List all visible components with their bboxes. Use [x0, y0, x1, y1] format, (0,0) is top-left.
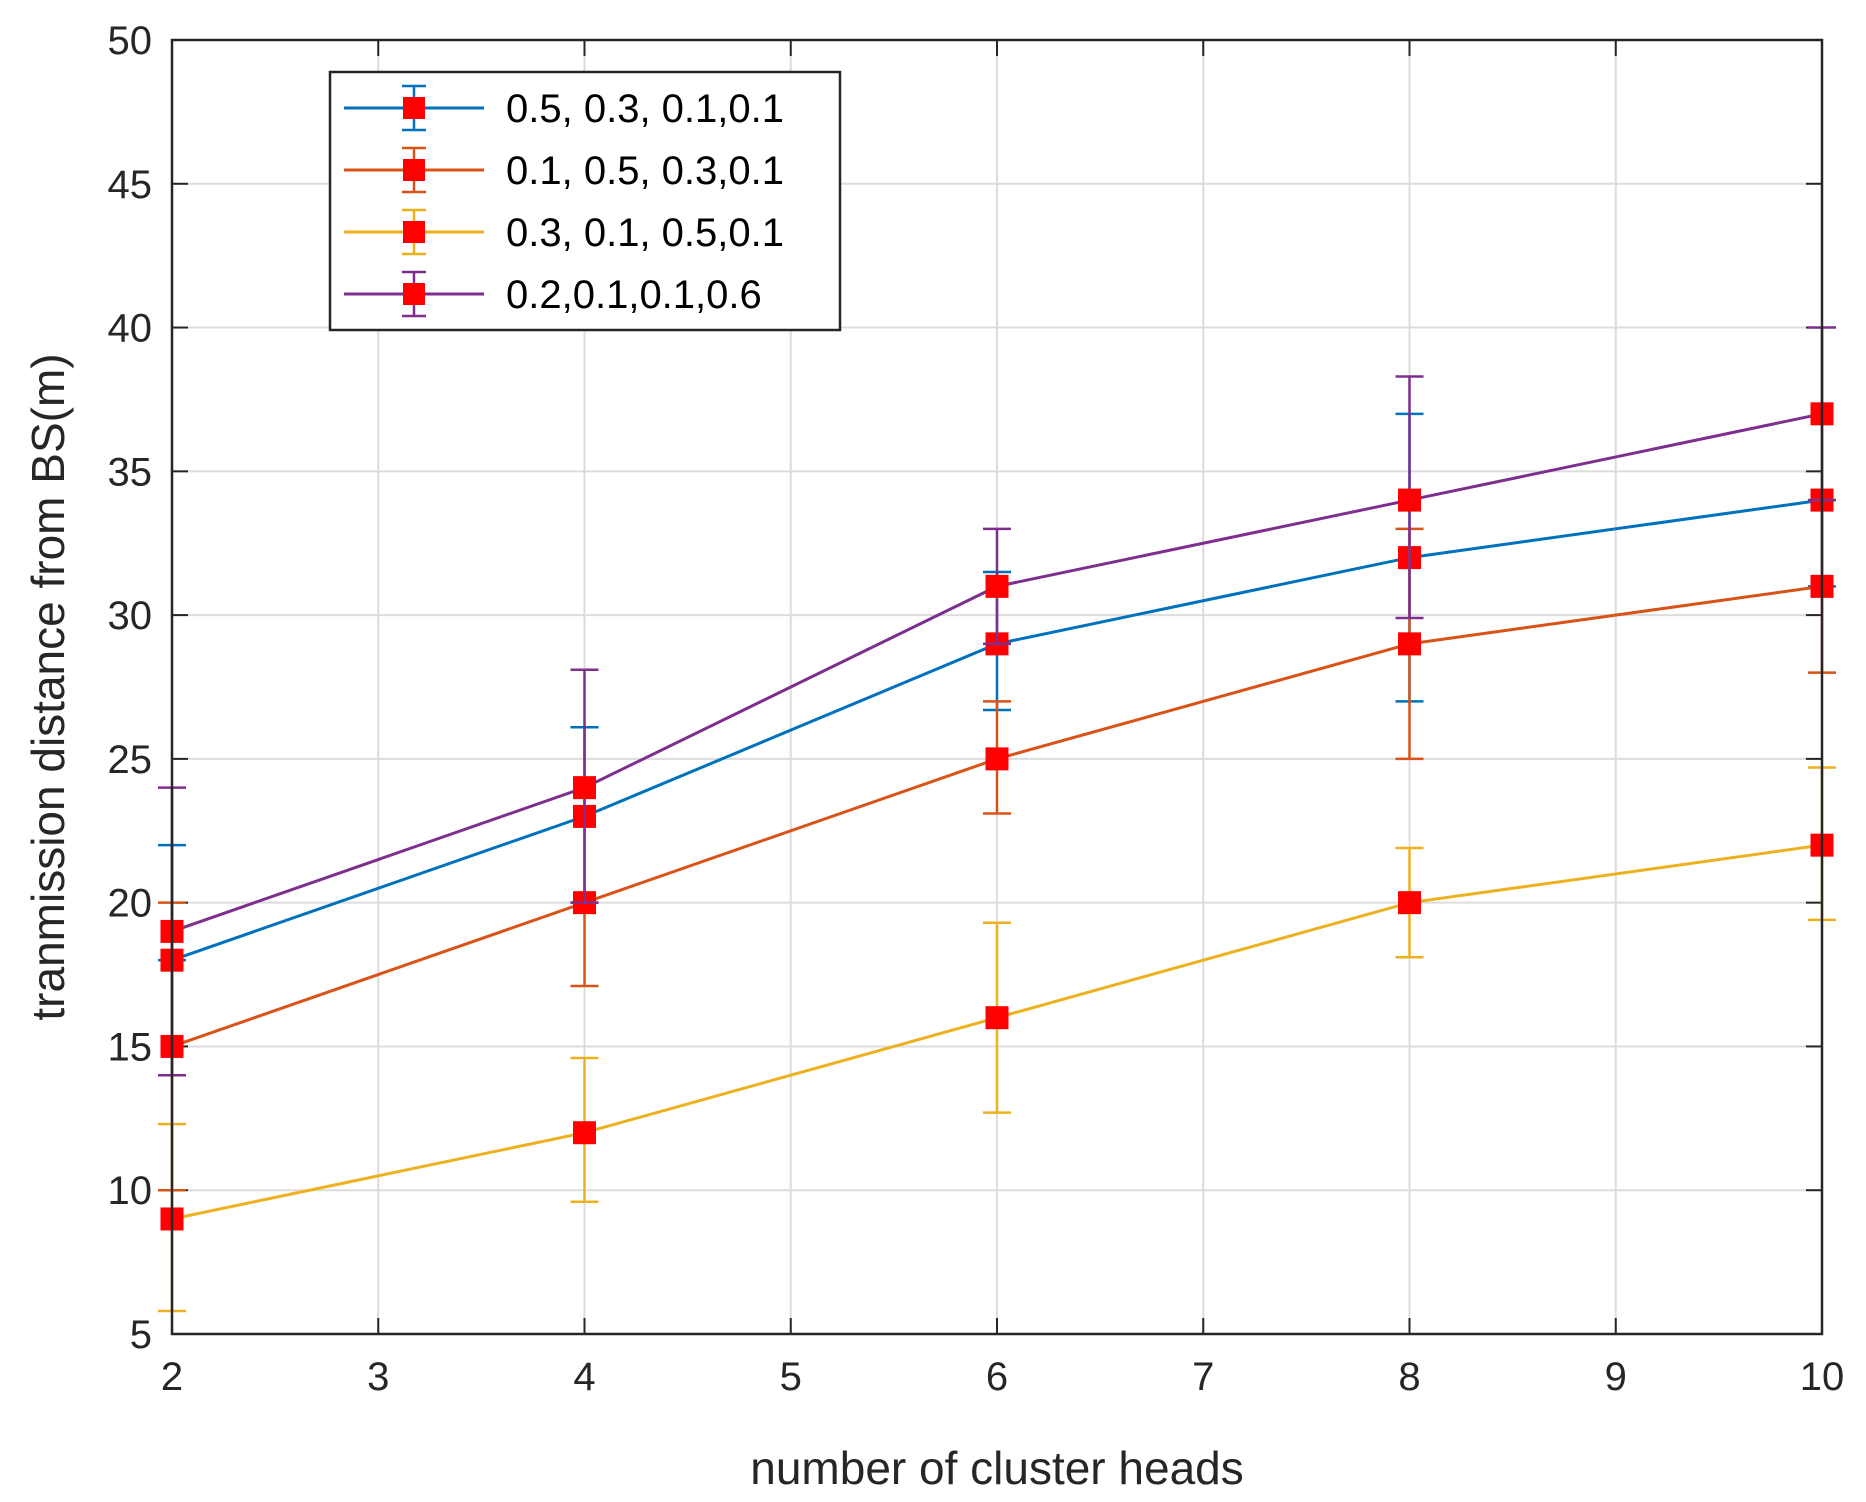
- y-axis-title: tranmission distance from BS(m): [22, 353, 74, 1020]
- data-point: [985, 747, 1009, 771]
- y-tick-label: 50: [108, 19, 153, 63]
- data-point: [985, 574, 1009, 598]
- data-point: [573, 1121, 596, 1145]
- legend-marker: [403, 221, 425, 243]
- plot-frame: [170, 38, 1824, 1336]
- data-point: [985, 1006, 1009, 1030]
- x-tick-label: 9: [1605, 1355, 1627, 1399]
- data-point: [1398, 488, 1421, 512]
- legend[interactable]: 0.5, 0.3, 0.1,0.1 0.1, 0.5, 0.3,0.1 0.3, 0…: [328, 70, 842, 332]
- series-layer: [158, 326, 1836, 1313]
- data-point: [573, 776, 596, 800]
- y-tick-label: 45: [108, 163, 153, 207]
- data-point: [1398, 891, 1421, 915]
- legend-item[interactable]: 0.2,0.1,0.1,0.6: [344, 270, 762, 318]
- x-tick-label: 5: [780, 1355, 802, 1399]
- y-tick-label: 5: [130, 1313, 152, 1357]
- x-tick-label: 6: [986, 1355, 1008, 1399]
- data-point: [1398, 632, 1421, 656]
- y-tick-label: 25: [108, 738, 153, 782]
- legend-label: 0.2,0.1,0.1,0.6: [506, 273, 762, 317]
- series-2: [158, 498, 1836, 1192]
- y-tick-label: 20: [108, 882, 153, 926]
- y-tick-label: 30: [108, 594, 153, 638]
- x-tick-label: 8: [1398, 1355, 1420, 1399]
- y-tick-label: 40: [108, 307, 153, 351]
- x-tick-label: 7: [1192, 1355, 1214, 1399]
- x-tick-label: 10: [1800, 1355, 1845, 1399]
- y-tick-label: 35: [108, 450, 153, 494]
- y-tick-label: 10: [108, 1169, 153, 1213]
- legend-item[interactable]: 0.3, 0.1, 0.5,0.1: [344, 208, 784, 256]
- legend-item[interactable]: 0.1, 0.5, 0.3,0.1: [344, 146, 784, 194]
- legend-marker: [403, 159, 425, 181]
- legend-label: 0.3, 0.1, 0.5,0.1: [506, 211, 784, 255]
- x-tick-label: 2: [161, 1355, 183, 1399]
- legend-marker: [403, 97, 425, 119]
- x-tick-label: 3: [367, 1355, 389, 1399]
- x-axis-title: number of cluster heads: [750, 1442, 1244, 1494]
- legend-label: 0.5, 0.3, 0.1,0.1: [506, 87, 784, 131]
- legend-marker: [403, 283, 425, 305]
- x-tick-label: 4: [573, 1355, 595, 1399]
- y-tick-label: 15: [108, 1025, 153, 1069]
- legend-item[interactable]: 0.5, 0.3, 0.1,0.1: [344, 84, 784, 132]
- legend-label: 0.1, 0.5, 0.3,0.1: [506, 149, 784, 193]
